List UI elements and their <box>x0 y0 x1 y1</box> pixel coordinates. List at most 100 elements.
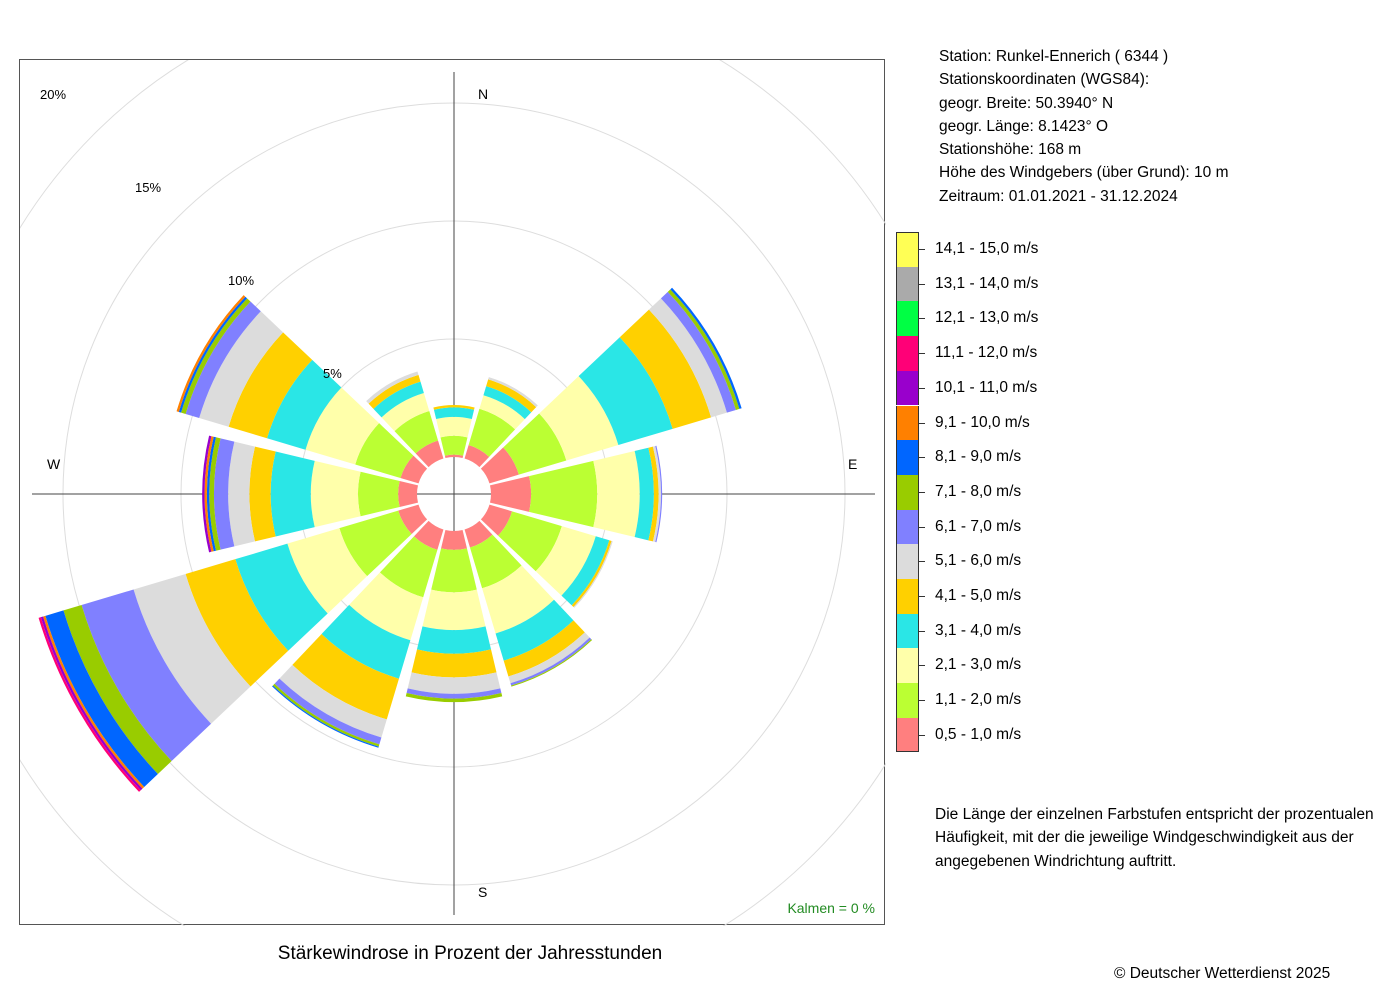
ring-label-15: 15% <box>135 180 161 195</box>
sector-300-bin-2 <box>355 423 414 479</box>
legend-item: 8,1 - 9,0 m/s <box>896 440 1296 475</box>
sector-60-bin-3 <box>539 376 619 461</box>
sector-30-bin-3 <box>479 395 525 430</box>
sector-90-bin-3 <box>593 450 640 538</box>
sector-150-bin-7 <box>510 637 592 686</box>
sector-240-bin-1 <box>398 504 428 535</box>
sector-210-bin-4 <box>321 604 411 679</box>
legend-swatch <box>896 370 919 406</box>
ring-label-10: 10% <box>228 273 254 288</box>
compass-S: S <box>478 884 487 900</box>
explanation-note: Die Länge der einzelnen Farbstufen entsp… <box>935 806 1374 870</box>
station-coords-title: Stationskoordinaten (WGS84): <box>939 71 1150 89</box>
sector-270-bin-8 <box>209 437 221 551</box>
legend-label: 8,1 - 9,0 m/s <box>935 448 1022 466</box>
sector-240-bin-8 <box>63 605 172 775</box>
legend-tick <box>919 596 925 597</box>
station-elevation: Stationshöhe: 168 m <box>939 141 1082 159</box>
sector-270-bin-1 <box>398 481 419 507</box>
sector-90-bin-5 <box>648 446 659 542</box>
speed-legend: 14,1 - 15,0 m/s 13,1 - 14,0 m/s 12,1 - 13,… <box>896 232 1296 754</box>
compass-W: W <box>47 456 61 472</box>
sector-300-bin-6 <box>199 311 284 427</box>
sector-180-bin-6 <box>407 672 501 694</box>
station-name: Station: Runkel-Ennerich ( 6344 ) <box>939 48 1169 65</box>
sector-150-bin-2 <box>469 534 522 589</box>
sector-90-bin-2 <box>529 460 598 528</box>
sector-270-bin-6 <box>228 441 256 547</box>
sector-0-bin-5 <box>433 405 475 410</box>
sector-150-bin-6 <box>508 632 590 684</box>
legend-label: 6,1 - 7,0 m/s <box>935 517 1022 535</box>
sector-270-bin-9 <box>206 436 216 552</box>
sector-0-bin-3 <box>436 416 472 438</box>
sector-300-bin-1 <box>400 455 428 484</box>
sector-270-bin-4 <box>270 451 315 537</box>
sector-240-bin-7 <box>81 589 212 762</box>
sector-150-bin-5 <box>503 620 585 677</box>
legend-swatch <box>896 509 919 545</box>
legend-label: 1,1 - 2,0 m/s <box>935 691 1022 709</box>
sector-240-bin-5 <box>185 559 289 687</box>
sector-0-bin-4 <box>433 407 475 419</box>
sector-120-bin-3 <box>535 526 596 596</box>
legend-label: 14,1 - 15,0 m/s <box>935 240 1039 257</box>
legend-swatch <box>896 648 919 684</box>
legend-item: 3,1 - 4,0 m/s <box>896 613 1296 649</box>
legend-label: 11,1 - 12,0 m/s <box>935 344 1038 362</box>
sector-60-bin-1 <box>480 447 519 484</box>
sector-60-bin-5 <box>619 309 712 429</box>
sector-330-bin-6 <box>366 371 419 404</box>
sector-210-bin-7 <box>274 678 382 745</box>
calms-label: Kalmen = 0 % <box>787 900 875 916</box>
sector-210-bin-1 <box>413 520 444 550</box>
legend-label: 0,5 - 1,0 m/s <box>935 725 1022 743</box>
sector-330-bin-2 <box>394 411 439 454</box>
chart-caption: Stärkewindrose in Prozent der Jahresstun… <box>277 943 663 964</box>
sector-270-bin-7 <box>214 438 235 550</box>
legend-tick <box>919 353 925 355</box>
legend-item: 7,1 - 8,0 m/s <box>896 474 1296 510</box>
legend-label: 7,1 - 8,0 m/s <box>935 482 1022 500</box>
sector-60-bin-2 <box>503 413 567 475</box>
legend-label: 12,1 - 13,0 m/s <box>935 309 1039 327</box>
sector-120-bin-1 <box>480 504 513 536</box>
legend-item: 4,1 - 5,0 m/s <box>896 579 1296 614</box>
sector-90-bin-7 <box>655 445 663 543</box>
legend-tick <box>919 526 925 528</box>
sector-120-bin-2 <box>498 511 562 572</box>
legend-tick <box>919 283 925 285</box>
legend-label: 9,1 - 10,0 m/s <box>935 413 1030 431</box>
legend-tick <box>919 561 925 563</box>
sector-300-bin-3 <box>305 387 380 465</box>
station-longitude: geogr. Länge: 8.1423° O <box>939 117 1109 135</box>
legend-item: 12,1 - 13,0 m/s <box>896 301 1296 337</box>
legend-item: 13,1 - 14,0 m/s <box>896 266 1296 302</box>
legend-item: 2,1 - 3,0 m/s <box>896 648 1296 684</box>
legend-swatch <box>896 232 919 267</box>
plot-frame: 5% 10% 15% 20% N E S W Kalmen = 0 % <box>19 59 886 926</box>
ring-label-5: 5% <box>323 366 342 381</box>
sector-180-bin-2 <box>431 548 477 593</box>
legend-item: 11,1 - 12,0 m/s <box>896 336 1296 371</box>
sector-240-bin-6 <box>133 574 251 724</box>
sector-150-bin-3 <box>482 565 555 634</box>
sector-150-bin-4 <box>495 599 574 661</box>
legend-tick <box>919 457 925 459</box>
sector-180-bin-1 <box>441 529 467 550</box>
sector-90-bin-6 <box>652 446 661 542</box>
sector-0-bin-1 <box>444 454 464 459</box>
sector-120-bin-4 <box>561 536 610 606</box>
legend-swatch <box>896 683 919 718</box>
legend-item: 0,5 - 1,0 m/s <box>896 717 1296 753</box>
station-latitude: geogr. Breite: 50.3940° N <box>939 94 1114 112</box>
sector-120-bin-5 <box>571 540 612 607</box>
sector-30-bin-1 <box>464 444 490 468</box>
sector-240-bin-3 <box>287 528 368 614</box>
sector-60-bin-8 <box>667 289 740 410</box>
sector-180-bin-5 <box>411 649 497 678</box>
legend-label: 3,1 - 4,0 m/s <box>935 621 1022 639</box>
legend-label: 5,1 - 6,0 m/s <box>935 552 1022 570</box>
sector-30-bin-5 <box>486 379 537 413</box>
legend-swatch <box>896 613 919 649</box>
